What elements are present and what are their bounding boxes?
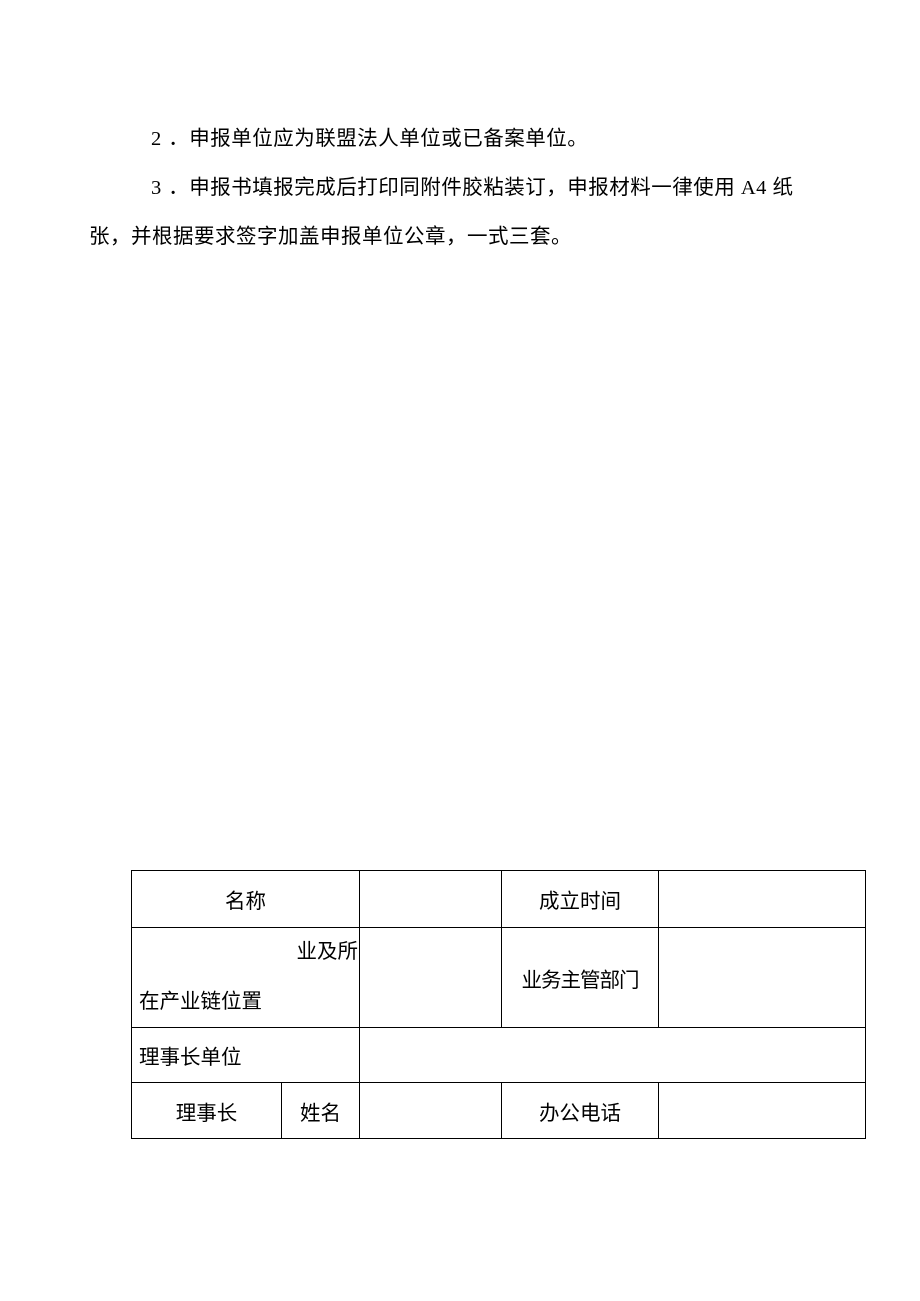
- field-business-dept-value: [659, 928, 866, 1028]
- label-office-phone: 办公电话: [501, 1083, 658, 1139]
- field-industry-value: [360, 928, 502, 1028]
- form-table-container: 名称 成立时间 业及所 在产业链位置 业务主管部门 理事长单位 理事长 姓名 办: [131, 870, 866, 1139]
- label-chairman: 理事长: [132, 1083, 282, 1139]
- application-form-table: 名称 成立时间 业及所 在产业链位置 业务主管部门 理事长单位 理事长 姓名 办: [131, 870, 866, 1139]
- item-number-2: 2: [151, 128, 168, 150]
- document-body: 2．申报单位应为联盟法人单位或已备案单位。 3．申报书填报完成后打印同附件胶粘装…: [0, 0, 920, 263]
- instruction-item-3-line2: 张，并根据要求签字加盖申报单位公章，一式三套。: [89, 213, 831, 262]
- table-row: 名称 成立时间: [132, 871, 866, 928]
- table-row: 业及所 在产业链位置 业务主管部门: [132, 928, 866, 1028]
- label-name: 名称: [132, 871, 360, 928]
- label-chairman-unit: 理事长单位: [132, 1028, 360, 1083]
- item-text-3a: ．申报书填报完成后打印同附件胶粘装订，申报材料一律使用 A4 纸: [168, 177, 793, 199]
- table-row: 理事长 姓名 办公电话: [132, 1083, 866, 1139]
- instruction-item-3-line1: 3．申报书填报完成后打印同附件胶粘装订，申报材料一律使用 A4 纸: [89, 164, 831, 213]
- field-office-phone-value: [659, 1083, 866, 1139]
- item-number-3: 3: [151, 177, 168, 199]
- label-industry-position: 业及所 在产业链位置: [132, 928, 360, 1028]
- field-chairman-unit-value: [360, 1028, 866, 1083]
- label-industry-top: 业及所: [132, 928, 359, 977]
- field-name-value: [360, 871, 502, 928]
- field-establishment-date-value: [659, 871, 866, 928]
- field-chairman-name-value: [360, 1083, 502, 1139]
- label-industry-bottom: 在产业链位置: [132, 978, 359, 1027]
- label-business-dept: 业务主管部门: [501, 928, 658, 1028]
- instruction-item-2: 2．申报单位应为联盟法人单位或已备案单位。: [89, 115, 831, 164]
- label-establishment-date: 成立时间: [501, 871, 658, 928]
- table-row: 理事长单位: [132, 1028, 866, 1083]
- label-chairman-name: 姓名: [282, 1083, 360, 1139]
- stacked-label-container: 业及所 在产业链位置: [132, 928, 359, 1027]
- item-text-2: ．申报单位应为联盟法人单位或已备案单位。: [168, 128, 588, 150]
